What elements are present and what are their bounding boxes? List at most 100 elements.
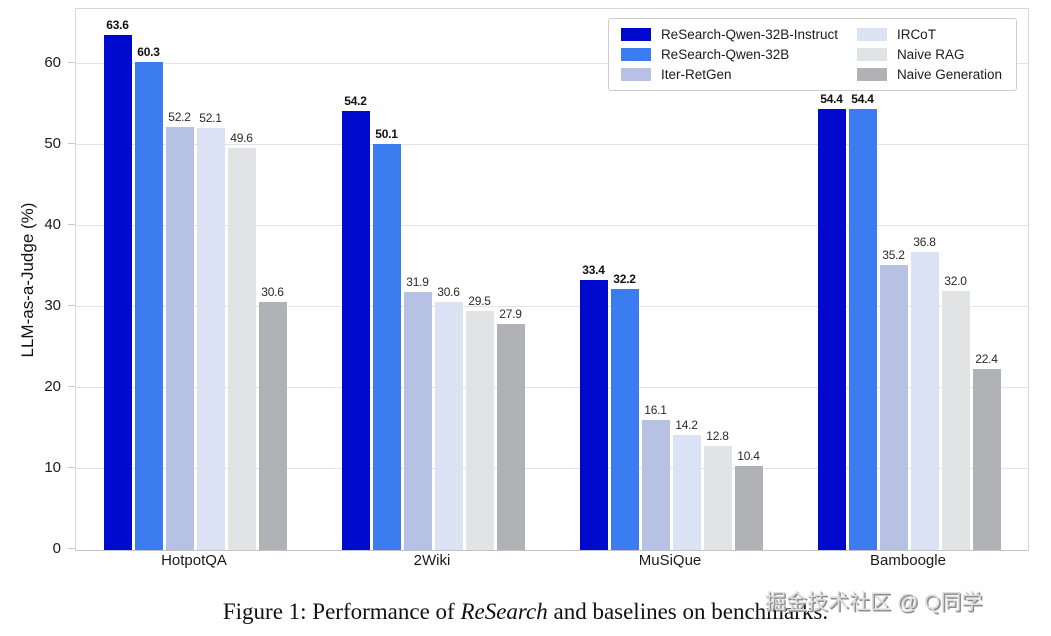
- legend-swatch: [620, 28, 651, 41]
- bar-value-label: 14.2: [675, 418, 698, 432]
- y-tick-mark-40: [68, 224, 75, 226]
- bar-IRCoT-HotpotQA: 52.1: [196, 111, 225, 550]
- caption-prefix: Figure 1: Performance of: [222, 599, 461, 624]
- y-tick-mark-50: [68, 143, 75, 145]
- bar-value-label: 16.1: [644, 402, 667, 417]
- bar-value-label: 22.4: [975, 351, 998, 366]
- x-tick-label-HotpotQA: HotpotQA: [161, 552, 227, 569]
- bar-group-2Wiki: 54.2 50.1 31.9 30.6 29.5 27.9: [314, 9, 552, 550]
- bar-groups: 63.6 60.3 52.2 52.1 49.6 30.6 54.2 50.1 31.9 30.6…: [76, 9, 1028, 550]
- bar-ReSearch-Qwen-32B-Instruct-2Wiki: 54.2: [341, 94, 370, 550]
- bar-ReSearch-Qwen-32B-Instruct-MuSiQue: 33.4: [579, 263, 608, 550]
- bar-ReSearch-Qwen-32B-Instruct-Bamboogle: 54.4: [817, 92, 846, 550]
- bar-ReSearch-Qwen-32B-HotpotQA: 60.3: [134, 45, 163, 550]
- bar-group-HotpotQA: 63.6 60.3 52.2 52.1 49.6 30.6: [76, 9, 314, 550]
- bar-Naive Generation-MuSiQue: 10.4: [734, 449, 763, 550]
- bar-Iter-RetGen-HotpotQA: 52.2: [165, 110, 194, 550]
- bar-value-label: 35.2: [882, 247, 905, 262]
- y-tick-mark-10: [68, 467, 75, 469]
- x-axis-labels: HotpotQA 2Wiki MuSiQue Bamboogle: [75, 552, 1027, 569]
- x-tick-label-MuSiQue: MuSiQue: [638, 552, 702, 569]
- legend-item-ReSearch-Qwen-32B-Instruct: ReSearch-Qwen-32B-Instruct: [620, 27, 857, 42]
- bar-ReSearch-Qwen-32B-Instruct-HotpotQA: 63.6: [103, 18, 132, 550]
- y-tick-mark-0: [68, 548, 75, 549]
- gridline-20: [76, 387, 1028, 389]
- legend-swatch: [856, 68, 887, 81]
- legend-swatch: [620, 48, 651, 61]
- bar-Naive Generation-HotpotQA: 30.6: [258, 285, 287, 550]
- gridline-30: [76, 306, 1028, 308]
- legend-label: Naive RAG: [896, 47, 965, 62]
- bar-value-label: 52.2: [168, 110, 191, 125]
- legend-swatch: [856, 28, 887, 41]
- legend-swatch: [856, 48, 887, 61]
- bar-Naive Generation-Bamboogle: 22.4: [972, 352, 1001, 550]
- y-tick-label-40: 40: [44, 216, 61, 234]
- bar-value-label: 36.8: [913, 234, 936, 249]
- legend-item-Naive Generation: Naive Generation: [856, 67, 1002, 82]
- legend: ReSearch-Qwen-32B-Instruct ReSearch-Qwen-…: [607, 18, 1017, 91]
- legend-label: ReSearch-Qwen-32B-Instruct: [660, 27, 839, 42]
- legend-label: Iter-RetGen: [660, 67, 732, 82]
- bar-value-label: 60.3: [137, 44, 160, 59]
- bar-value-label: 54.4: [820, 92, 843, 107]
- bar-value-label: 32.2: [613, 272, 636, 287]
- bar-Naive RAG-HotpotQA: 49.6: [227, 131, 256, 550]
- bar-value-label: 52.1: [199, 111, 222, 126]
- plot-area: 63.6 60.3 52.2 52.1 49.6 30.6 54.2 50.1 31.9 30.6…: [75, 8, 1029, 551]
- bar-Naive RAG-MuSiQue: 12.8: [703, 429, 732, 550]
- legend-item-ReSearch-Qwen-32B: ReSearch-Qwen-32B: [620, 47, 857, 62]
- bar-value-label: 30.6: [437, 285, 460, 300]
- bar-group-MuSiQue: 33.4 32.2 16.1 14.2 12.8 10.4: [552, 9, 790, 550]
- y-tick-label-50: 50: [44, 135, 61, 153]
- legend-item-Naive RAG: Naive RAG: [856, 47, 1002, 62]
- bar-group-Bamboogle: 54.4 54.4 35.2 36.8 32.0 22.4: [790, 9, 1028, 550]
- gridline-10: [76, 468, 1028, 470]
- caption-suffix: and baselines on benchmarks.: [547, 599, 829, 624]
- bar-value-label: 12.8: [706, 429, 729, 444]
- bar-ReSearch-Qwen-32B-Bamboogle: 54.4: [848, 92, 877, 550]
- bar-value-label: 33.4: [582, 262, 605, 277]
- x-tick-label-2Wiki: 2Wiki: [413, 552, 451, 569]
- bar-IRCoT-Bamboogle: 36.8: [910, 235, 939, 550]
- bar-value-label: 32.0: [944, 273, 967, 288]
- bar-Iter-RetGen-2Wiki: 31.9: [403, 275, 432, 550]
- y-tick-mark-20: [68, 386, 75, 388]
- bar-ReSearch-Qwen-32B-MuSiQue: 32.2: [610, 272, 639, 550]
- bar-Naive RAG-2Wiki: 29.5: [465, 294, 494, 550]
- bar-value-label: 29.5: [468, 294, 491, 309]
- bar-Iter-RetGen-Bamboogle: 35.2: [879, 248, 908, 550]
- bar-value-label: 27.9: [499, 307, 522, 322]
- bar-value-label: 31.9: [406, 274, 429, 289]
- bar-value-label: 50.1: [375, 127, 398, 142]
- legend-label: Naive Generation: [896, 67, 1002, 82]
- bar-Iter-RetGen-MuSiQue: 16.1: [641, 403, 670, 550]
- legend-label: ReSearch-Qwen-32B: [660, 47, 790, 62]
- bar-value-label: 10.4: [737, 448, 760, 463]
- bar-ReSearch-Qwen-32B-2Wiki: 50.1: [372, 127, 401, 550]
- caption-italic-research: ReSearch: [460, 599, 548, 624]
- y-tick-label-60: 60: [44, 54, 61, 72]
- watermark: 掘金技术社区 @ Q同学: [765, 591, 983, 614]
- y-tick-label-30: 30: [44, 297, 61, 315]
- figure-caption: Figure 1: Performance of ReSearch and ba…: [0, 599, 1051, 625]
- legend-item-Iter-RetGen: Iter-RetGen: [620, 67, 857, 82]
- bar-IRCoT-MuSiQue: 14.2: [672, 418, 701, 550]
- bar-Naive RAG-Bamboogle: 32.0: [941, 274, 970, 550]
- legend-swatch: [620, 68, 651, 81]
- bar-value-label: 54.2: [344, 94, 367, 109]
- y-tick-label-0: 0: [52, 540, 61, 557]
- bar-value-label: 49.6: [230, 131, 253, 146]
- bar-value-label: 30.6: [261, 285, 284, 300]
- y-tick-label-20: 20: [44, 378, 61, 396]
- y-tick-mark-60: [68, 62, 75, 64]
- y-tick-mark-30: [68, 305, 75, 307]
- gridline-60: [76, 63, 1028, 65]
- x-tick-label-Bamboogle: Bamboogle: [870, 552, 946, 569]
- y-axis: 0 10 20 30 40 50 60: [0, 8, 75, 557]
- bar-Naive Generation-2Wiki: 27.9: [496, 307, 525, 550]
- gridline-40: [76, 225, 1028, 227]
- gridline-50: [76, 144, 1028, 146]
- legend-label: IRCoT: [896, 27, 936, 42]
